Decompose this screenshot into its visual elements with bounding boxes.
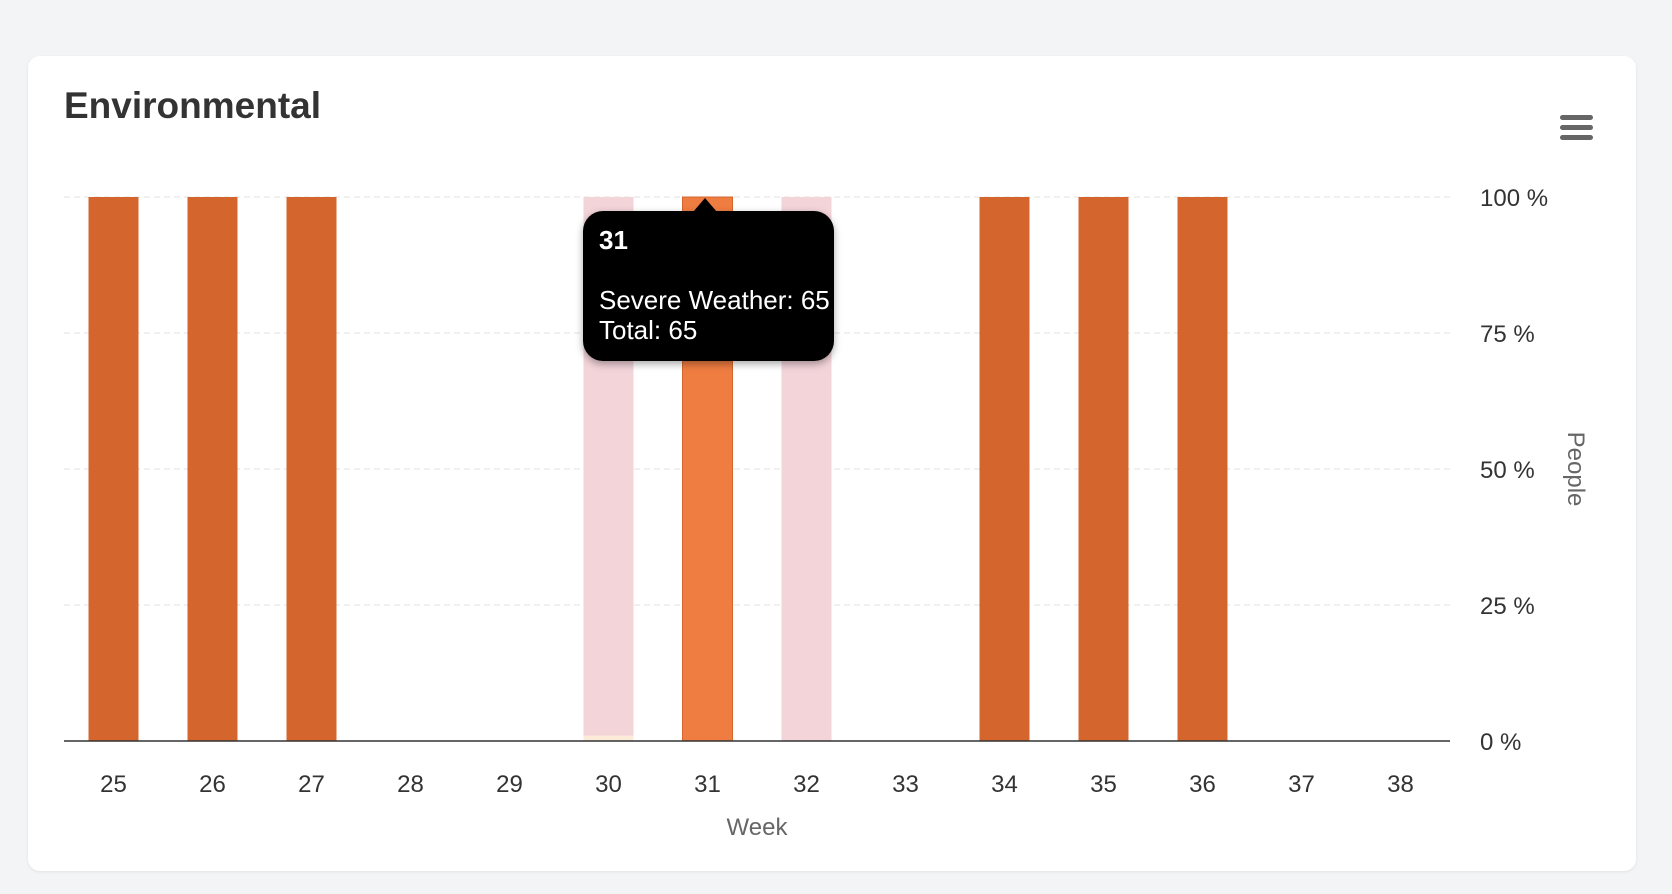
x-tick-label: 25: [100, 771, 127, 798]
y-tick-label: 100 %: [1480, 185, 1548, 212]
x-tick-label: 34: [991, 771, 1018, 798]
x-tick-label: 37: [1288, 771, 1315, 798]
bar-week-25: [88, 197, 139, 741]
x-tick-label: 35: [1090, 771, 1117, 798]
x-tick-label: 33: [892, 771, 919, 798]
y-tick-label: 25 %: [1480, 593, 1535, 620]
x-tick-label: 38: [1387, 771, 1414, 798]
y-tick-label: 50 %: [1480, 457, 1535, 484]
bar-week-36: [1177, 197, 1228, 741]
tooltip-title: 31: [599, 225, 628, 255]
x-tick-label: 26: [199, 771, 226, 798]
bar-week-26: [187, 197, 238, 741]
y-tick-label: 0 %: [1480, 729, 1521, 756]
tooltip-line-series: Severe Weather: 65: [599, 285, 830, 315]
x-tick-label: 28: [397, 771, 424, 798]
x-tick-label: 31: [694, 771, 721, 798]
x-tick-label: 32: [793, 771, 820, 798]
chart-tooltip: 31 Severe Weather: 65 Total: 65: [583, 198, 834, 361]
x-tick-label: 29: [496, 771, 523, 798]
y-axis-title: People: [1562, 432, 1589, 507]
card-title: Environmental: [64, 85, 321, 126]
x-tick-label: 30: [595, 771, 622, 798]
x-axis-title: Week: [727, 814, 789, 841]
bar-week-35: [1078, 197, 1129, 741]
bar-week-27: [286, 197, 337, 741]
y-tick-label: 75 %: [1480, 321, 1535, 348]
x-tick-label: 27: [298, 771, 325, 798]
tooltip-line-total: Total: 65: [599, 315, 698, 345]
bar-week-30: [583, 735, 634, 741]
bar-week-34: [979, 197, 1030, 741]
x-tick-label: 36: [1189, 771, 1216, 798]
hamburger-menu-icon[interactable]: [1552, 104, 1600, 152]
